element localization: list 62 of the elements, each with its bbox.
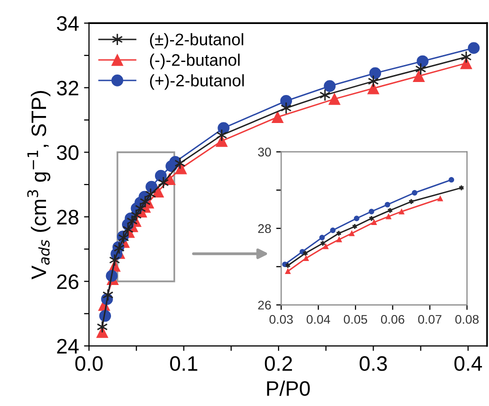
point [216,128,228,142]
legend-label: (±)-2-butanol [150,33,244,49]
point [324,80,336,92]
x-tick-label: 0.05 [344,314,368,324]
point [322,244,329,250]
x-tick-label: 0.08 [455,314,479,324]
y-tick-label: 26 [258,300,271,310]
x-tick-label: 0.4 [454,356,482,371]
point [319,234,325,240]
y-tick-label: 24 [57,338,79,354]
x-tick-label: 0.1 [170,356,198,371]
y-tick-label: 26 [57,274,78,290]
point [415,62,426,76]
point [285,268,291,274]
x-tick-label: 0.04 [306,314,330,324]
point [280,102,292,114]
legend-label: (+)-2-butanol [150,74,244,90]
point [369,67,382,80]
point [280,95,292,107]
y-tick-label: 30 [258,148,271,156]
point [412,70,425,82]
point [349,230,355,236]
x-tick-label: 0.07 [418,314,442,324]
point [140,195,151,208]
point [175,162,187,174]
point [468,42,480,54]
point [145,188,156,200]
y-tick-label: 28 [57,210,78,225]
point [218,122,230,134]
point [330,228,336,234]
point [412,190,418,196]
point [96,320,108,334]
y-axis-title: V$_{ads}$ (cm$^{3}$ g$^{−1}$, STP) [27,91,50,280]
point [386,214,392,220]
y-tick-label: 32 [56,80,78,96]
point [371,219,377,226]
x-tick-label: 0.03 [270,314,293,324]
point [354,216,360,222]
point [272,111,284,123]
point [303,255,309,262]
x-tick-label: 0.3 [360,356,387,371]
point [398,208,404,214]
point [336,236,342,242]
point [368,208,374,214]
x-tick-label: 0.0 [75,356,103,371]
point [384,202,390,208]
y-tick-label: 34 [56,16,79,31]
point [437,196,444,202]
x-tick-label: 0.06 [380,314,404,324]
point [460,57,472,70]
y-tick-label: 30 [56,145,78,160]
point [109,254,120,266]
point [158,176,169,189]
point [328,93,340,105]
x-tick-label: 0.2 [264,356,292,371]
point [460,50,472,64]
legend-label: (-)-2-butanol [150,54,240,70]
x-axis-title: P/P0 [267,380,310,396]
point [416,55,429,68]
y-tick-label: 28 [258,224,271,234]
point [368,74,379,88]
point [448,176,454,183]
